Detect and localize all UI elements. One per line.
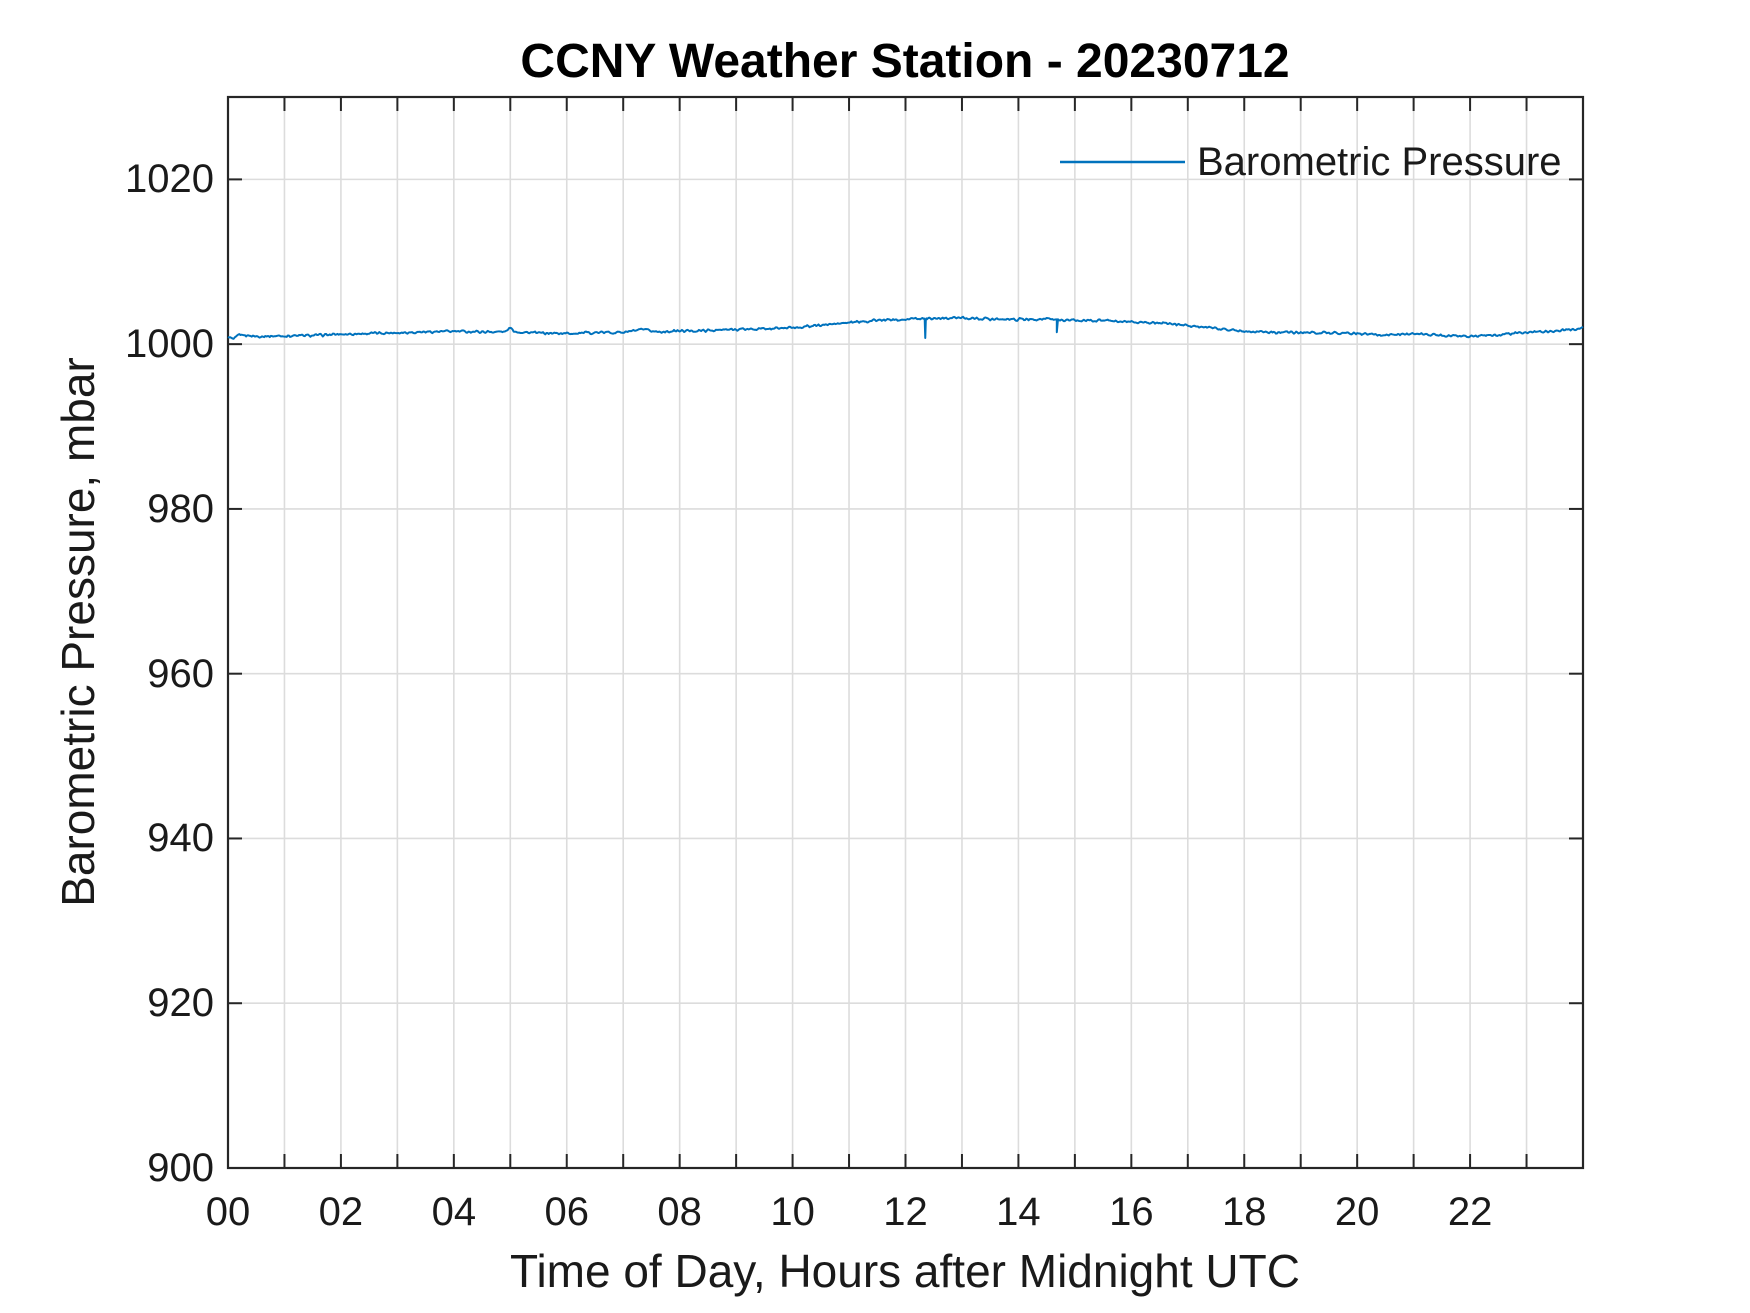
y-tick-label: 980 (147, 486, 214, 531)
x-tick-label: 08 (657, 1190, 702, 1234)
x-tick-label: 04 (431, 1190, 477, 1234)
chart-title: CCNY Weather Station - 20230712 (520, 35, 1290, 88)
x-tick-label: 02 (318, 1190, 364, 1234)
y-tick-label: 940 (147, 816, 214, 861)
x-tick-label: 18 (1222, 1190, 1267, 1234)
y-tick-label: 900 (147, 1146, 214, 1190)
y-tick-label: 960 (147, 651, 214, 696)
y-tick-label: 1000 (125, 322, 214, 367)
x-tick-label: 16 (1109, 1190, 1154, 1234)
x-tick-label: 20 (1334, 1190, 1380, 1234)
x-tick-label: 10 (770, 1190, 815, 1234)
y-tick-label: 920 (147, 981, 214, 1026)
x-tick-label: 00 (205, 1190, 251, 1234)
x-axis-label: Time of Day, Hours after Midnight UTC (510, 1245, 1300, 1297)
x-tick-label: 22 (1447, 1190, 1493, 1234)
x-tick-label: 12 (883, 1190, 928, 1234)
y-tick-label: 1020 (125, 157, 214, 202)
x-tick-label: 06 (544, 1190, 590, 1234)
pressure-line (227, 315, 1584, 340)
x-tick-label: 14 (996, 1190, 1041, 1234)
legend-entry-label: Barometric Pressure (1197, 140, 1562, 184)
